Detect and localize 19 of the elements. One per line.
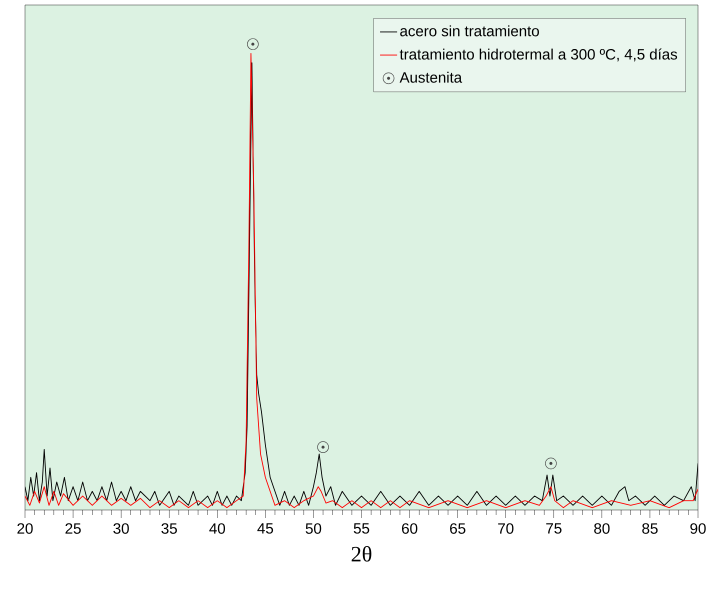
x-tick-label: 75 [546, 523, 562, 534]
x-tick-label: 45 [257, 523, 274, 534]
x-tick-label: 20 [17, 523, 33, 534]
x-tick-label: 25 [65, 523, 81, 534]
x-tick-label: 70 [498, 523, 514, 534]
x-tick-label: 80 [594, 523, 610, 534]
legend-label: Austenita [400, 72, 462, 83]
x-tick-label: 40 [209, 523, 226, 534]
x-tick-label: 90 [690, 523, 706, 534]
x-tick-label: 65 [450, 523, 466, 534]
x-tick-label: 55 [354, 523, 370, 534]
x-tick-label: 30 [113, 523, 129, 534]
x-tick-label: 35 [161, 523, 177, 534]
x-tick-label: 85 [642, 523, 658, 534]
legend-label: acero sin tratamiento [400, 25, 539, 36]
legend-label: tratamiento hidrotermal a 300 ºC, 4,5 días [400, 48, 678, 62]
x-tick-label: 50 [306, 523, 322, 534]
x-axis-title: 2θ [352, 546, 372, 562]
x-tick-label: 60 [402, 523, 418, 534]
